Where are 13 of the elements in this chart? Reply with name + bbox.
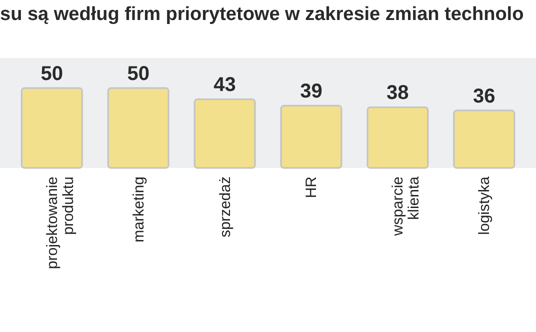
data-label: 39 [300,80,322,103]
x-tick-label: sprzedaż [216,176,234,238]
data-label: 50 [127,63,150,85]
data-label: 43 [214,74,236,96]
x-tick-label: marketing [130,176,148,242]
data-label: 36 [473,85,496,108]
x-tick-label: projektowanie produktu [44,176,77,270]
x-tick-label: HR [303,176,320,198]
data-label: 50 [40,63,63,85]
data-label: 38 [386,82,409,104]
x-tick-label: wsparcie klienta [390,176,423,237]
x-tick-label: logistyka [476,176,494,235]
chart-title: su są według firm priorytetowe w zakresie zmian technolo [0,4,524,25]
